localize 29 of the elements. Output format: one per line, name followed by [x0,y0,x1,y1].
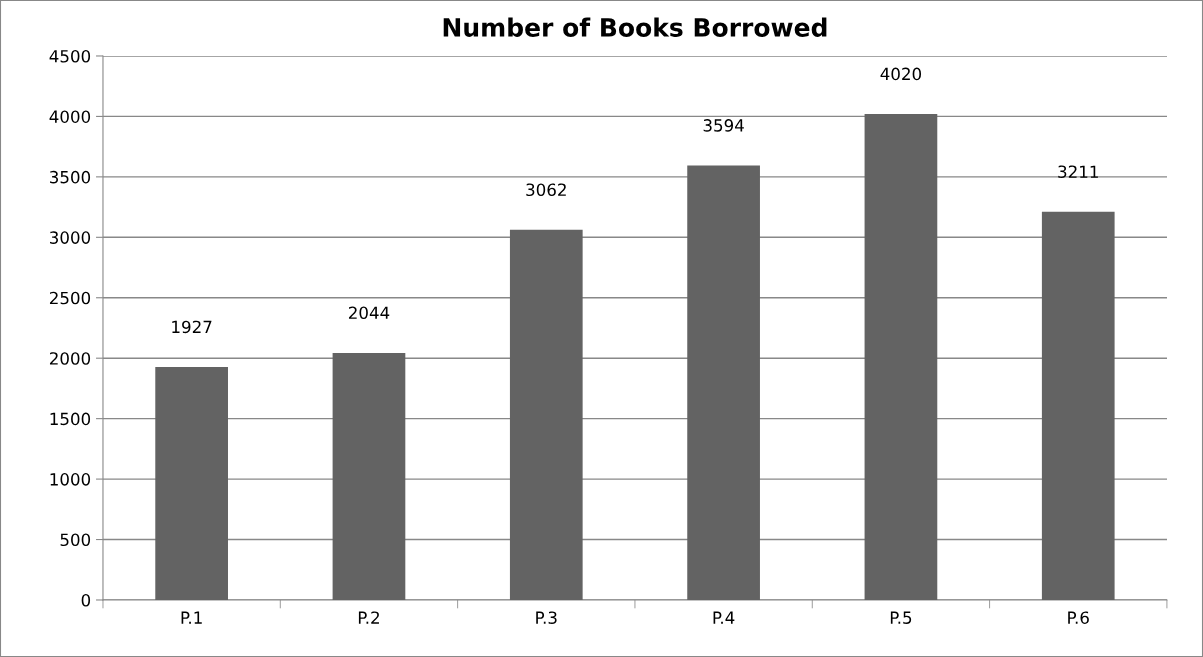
y-tick-label: 4500 [49,49,91,63]
data-label: 1927 [172,320,212,334]
bar [509,229,583,600]
data-label: 3211 [1058,165,1098,179]
data-label: 4020 [880,67,922,81]
data-label: 2044 [348,306,390,320]
data-label: 3062 [526,183,566,197]
bar [864,114,938,600]
x-tick-label: P.1 [181,611,202,624]
y-tick-label: 3000 [50,231,91,244]
x-tick-label: P.2 [358,611,379,624]
data-label: 3594 [703,119,744,132]
y-tick-label: 1500 [50,412,91,426]
y-tick-label: 0 [81,593,91,607]
y-tick-label: 1000 [50,473,91,486]
y-tick-label: 500 [60,533,91,547]
y-tick-label: 4000 [49,110,91,123]
y-tick-label: 2000 [49,352,91,365]
chart-title: Number of Books Borrowed [443,17,827,37]
x-tick-label: P.3 [536,611,557,624]
bar [332,352,406,600]
x-tick-label: P.6 [1068,611,1089,624]
x-tick-label: P.4 [713,611,735,624]
bar [687,165,760,600]
y-tick-label: 3500 [50,170,91,184]
y-tick-label: 2500 [49,291,91,305]
x-tick-label: P.5 [890,611,912,624]
bar [155,367,228,600]
bar [1041,211,1115,600]
